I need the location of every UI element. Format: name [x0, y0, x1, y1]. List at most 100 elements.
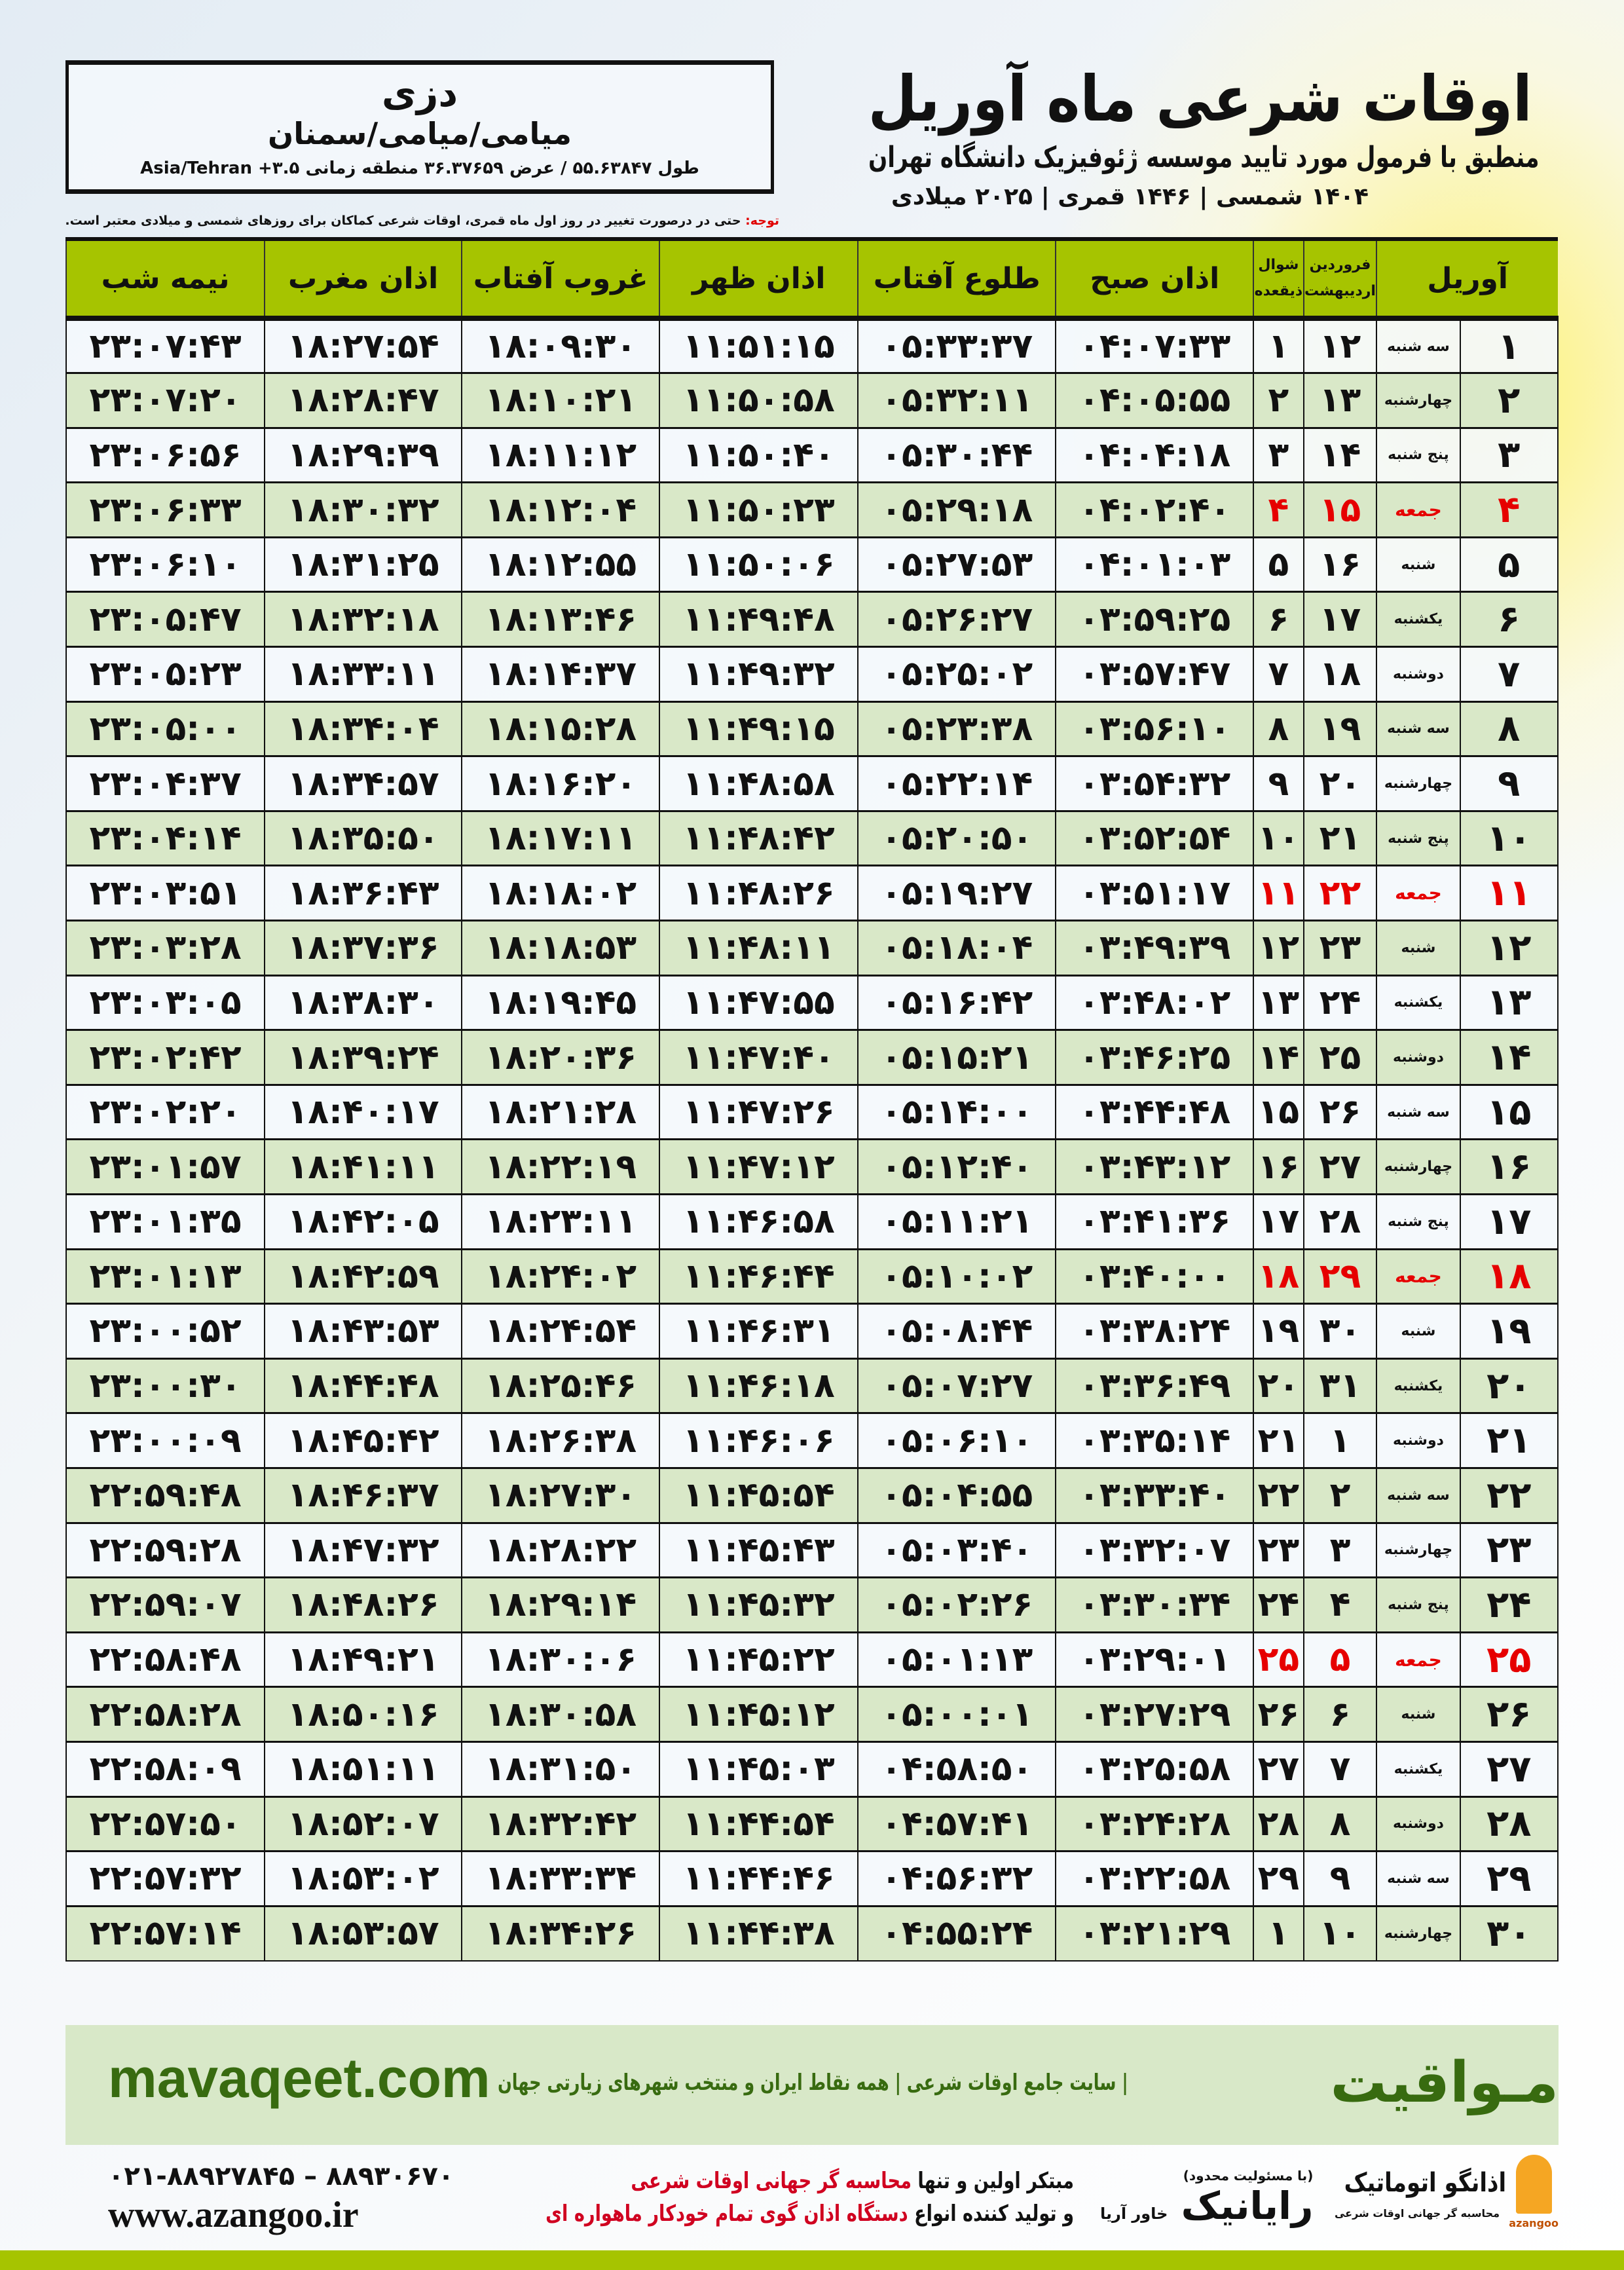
- sunset-time: ۱۸:۲۳:۱۱: [461, 1193, 661, 1250]
- fajr-time: ۰۳:۳۲:۰۷: [1055, 1521, 1255, 1578]
- dhuhr-time: ۱۱:۴۶:۴۴: [659, 1248, 859, 1305]
- midnight-time: ۲۳:۰۰:۳۰: [65, 1357, 266, 1414]
- midnight-time: ۲۳:۰۱:۵۷: [65, 1138, 266, 1195]
- sunrise-time: ۰۵:۰۴:۵۵: [857, 1466, 1057, 1524]
- qamari-day: ۲: [1253, 372, 1304, 429]
- fajr-time: ۰۳:۴۱:۳۶: [1055, 1193, 1255, 1250]
- table-row: ۱۰ پنج شنبه ۲۱ ۱۰ ۰۳:۵۲:۵۴ ۰۵:۲۰:۵۰ ۱۱:۴۸:۴۲ ۱۸…: [65, 809, 1559, 866]
- sunrise-time: ۰۵:۰۳:۴۰: [857, 1521, 1057, 1578]
- table-row: ۳ پنج شنبه ۱۴ ۳ ۰۴:۰۴:۱۸ ۰۵:۳۰:۴۴ ۱۱:۵۰:۴۰ ۱۸:۱…: [65, 426, 1559, 483]
- maghrib-time: ۱۸:۴۶:۳۷: [264, 1466, 463, 1524]
- qamari-day: ۱۵: [1253, 1083, 1304, 1140]
- region-name: میامی/میامی/سمنان: [267, 116, 572, 151]
- fajr-time: ۰۳:۲۹:۰۱: [1055, 1631, 1255, 1688]
- sunrise-time: ۰۵:۲۹:۱۸: [857, 481, 1057, 538]
- weekday: دوشنبه: [1376, 646, 1461, 703]
- page-title: اوقات شرعی ماه آوریل: [868, 62, 1532, 136]
- maghrib-time: ۱۸:۴۰:۱۷: [264, 1083, 463, 1140]
- fajr-time: ۰۳:۲۲:۵۸: [1055, 1850, 1255, 1907]
- maghrib-time: ۱۸:۵۲:۰۷: [264, 1795, 463, 1852]
- shamsi-day: ۴: [1302, 1576, 1378, 1633]
- day-number: ۱۰: [1459, 809, 1559, 866]
- azangoo-url[interactable]: www.azangoo.ir: [108, 2195, 359, 2235]
- azangoo-tag: محاسبه گر جهانی اوقات شرعی: [1334, 2207, 1500, 2220]
- fajr-time: ۰۳:۴۹:۳۹: [1055, 920, 1255, 977]
- maghrib-time: ۱۸:۳۲:۱۸: [264, 591, 463, 648]
- day-number: ۲۶: [1459, 1686, 1559, 1743]
- qamari-day: ۱۸: [1253, 1248, 1304, 1305]
- maghrib-time: ۱۸:۴۹:۲۱: [264, 1631, 463, 1688]
- fajr-time: ۰۳:۳۵:۱۴: [1055, 1412, 1255, 1469]
- dhuhr-time: ۱۱:۴۷:۵۵: [659, 974, 859, 1031]
- shamsi-day: ۱۳: [1302, 372, 1378, 429]
- table-row: ۱۶ چهارشنبه ۲۷ ۱۶ ۰۳:۴۳:۱۲ ۰۵:۱۲:۴۰ ۱۱:۴۷:۱۲ ۱۸…: [65, 1138, 1559, 1195]
- midnight-time: ۲۳:۰۵:۴۷: [65, 591, 266, 648]
- day-number: ۸: [1459, 700, 1559, 757]
- col-sunrise: طلوع آفتاب: [857, 237, 1056, 321]
- fajr-time: ۰۳:۳۶:۴۹: [1055, 1357, 1255, 1414]
- sunset-time: ۱۸:۲۸:۲۲: [461, 1521, 661, 1578]
- weekday: شنبه: [1376, 1686, 1461, 1743]
- maghrib-time: ۱۸:۳۶:۴۳: [264, 865, 463, 921]
- sunset-time: ۱۸:۱۵:۲۸: [461, 700, 661, 757]
- shamsi-day: ۲: [1302, 1466, 1378, 1524]
- sunrise-time: ۰۵:۰۰:۰۱: [857, 1686, 1057, 1743]
- sunset-time: ۱۸:۳۴:۲۶: [461, 1905, 661, 1962]
- table-row: ۱ سه شنبه ۱۲ ۱ ۰۴:۰۷:۳۳ ۰۵:۳۳:۳۷ ۱۱:۵۱:۱۵ ۱۸:۰۹…: [65, 317, 1559, 374]
- sunrise-time: ۰۵:۰۷:۲۷: [857, 1357, 1057, 1414]
- dhuhr-time: ۱۱:۴۵:۱۲: [659, 1686, 859, 1743]
- table-row: ۵ شنبه ۱۶ ۵ ۰۴:۰۱:۰۳ ۰۵:۲۷:۵۳ ۱۱:۵۰:۰۶ ۱۸:۱۲:۵۵…: [65, 536, 1559, 593]
- fajr-time: ۰۳:۴۶:۲۵: [1055, 1029, 1255, 1086]
- table-row: ۷ دوشنبه ۱۸ ۷ ۰۳:۵۷:۴۷ ۰۵:۲۵:۰۲ ۱۱:۴۹:۳۲ ۱۸:۱۴:…: [65, 646, 1559, 703]
- qamari-day: ۲۱: [1253, 1412, 1304, 1469]
- weekday: سه شنبه: [1376, 317, 1461, 374]
- shamsi-day: ۶: [1302, 1686, 1378, 1743]
- weekday: جمعه: [1376, 1631, 1461, 1688]
- midnight-time: ۲۳:۰۵:۲۳: [65, 646, 266, 703]
- qamari-day: ۱۷: [1253, 1193, 1304, 1250]
- sunset-time: ۱۸:۳۰:۰۶: [461, 1631, 661, 1688]
- sunrise-time: ۰۵:۰۲:۲۶: [857, 1576, 1057, 1633]
- col-sunset: غروب آفتاب: [461, 237, 660, 321]
- sunrise-time: ۰۵:۳۳:۳۷: [857, 317, 1057, 374]
- qamari-day: ۵: [1253, 536, 1304, 593]
- day-number: ۱۷: [1459, 1193, 1559, 1250]
- bottom-bar: [0, 2250, 1624, 2270]
- sunset-time: ۱۸:۱۲:۵۵: [461, 536, 661, 593]
- table-row: ۲۰ یکشنبه ۳۱ ۲۰ ۰۳:۳۶:۴۹ ۰۵:۰۷:۲۷ ۱۱:۴۶:۱۸ ۱۸:۲…: [65, 1357, 1559, 1414]
- fajr-time: ۰۴:۰۴:۱۸: [1055, 426, 1255, 483]
- sunrise-time: ۰۵:۰۶:۱۰: [857, 1412, 1057, 1469]
- qamari-day: ۹: [1253, 755, 1304, 812]
- sunset-time: ۱۸:۲۶:۳۸: [461, 1412, 661, 1469]
- sunset-time: ۱۸:۲۲:۱۹: [461, 1138, 661, 1195]
- weekday: چهارشنبه: [1376, 1905, 1461, 1962]
- prayer-times-table: آوریل فروردین اردیبهشت شوال ذیقعده اذان صب…: [65, 237, 1559, 1962]
- shamsi-day: ۳: [1302, 1521, 1378, 1578]
- fajr-time: ۰۴:۰۱:۰۳: [1055, 536, 1255, 593]
- midnight-time: ۲۳:۰۶:۳۳: [65, 481, 266, 538]
- table-row: ۱۱ جمعه ۲۲ ۱۱ ۰۳:۵۱:۱۷ ۰۵:۱۹:۲۷ ۱۱:۴۸:۲۶ ۱۸:۱۸:…: [65, 865, 1559, 921]
- weekday: جمعه: [1376, 481, 1461, 538]
- weekday: یکشنبه: [1376, 1740, 1461, 1798]
- dhuhr-time: ۱۱:۴۷:۲۶: [659, 1083, 859, 1140]
- col-month: آوریل: [1376, 237, 1558, 321]
- day-number: ۱۸: [1459, 1248, 1559, 1305]
- maghrib-time: ۱۸:۲۷:۵۴: [264, 317, 463, 374]
- page-subtitle: منطبق با فرمول مورد تایید موسسه ژئوفیزیک…: [868, 141, 1539, 174]
- sunset-time: ۱۸:۱۸:۵۳: [461, 920, 661, 977]
- day-number: ۵: [1459, 536, 1559, 593]
- sunset-time: ۱۸:۲۴:۰۲: [461, 1248, 661, 1305]
- col-qamari: شوال ذیقعده: [1253, 237, 1304, 321]
- dhuhr-time: ۱۱:۴۶:۰۶: [659, 1412, 859, 1469]
- maghrib-time: ۱۸:۳۴:۵۷: [264, 755, 463, 812]
- day-number: ۶: [1459, 591, 1559, 648]
- shamsi-day: ۳۱: [1302, 1357, 1378, 1414]
- fajr-time: ۰۳:۴۳:۱۲: [1055, 1138, 1255, 1195]
- maghrib-time: ۱۸:۳۰:۳۲: [264, 481, 463, 538]
- day-number: ۲۳: [1459, 1521, 1559, 1578]
- shamsi-day: ۳۰: [1302, 1303, 1378, 1360]
- dhuhr-time: ۱۱:۴۹:۱۵: [659, 700, 859, 757]
- qamari-day: ۲۳: [1253, 1521, 1304, 1578]
- dhuhr-time: ۱۱:۴۶:۵۸: [659, 1193, 859, 1250]
- site-url[interactable]: mavaqeet.com: [108, 2047, 490, 2109]
